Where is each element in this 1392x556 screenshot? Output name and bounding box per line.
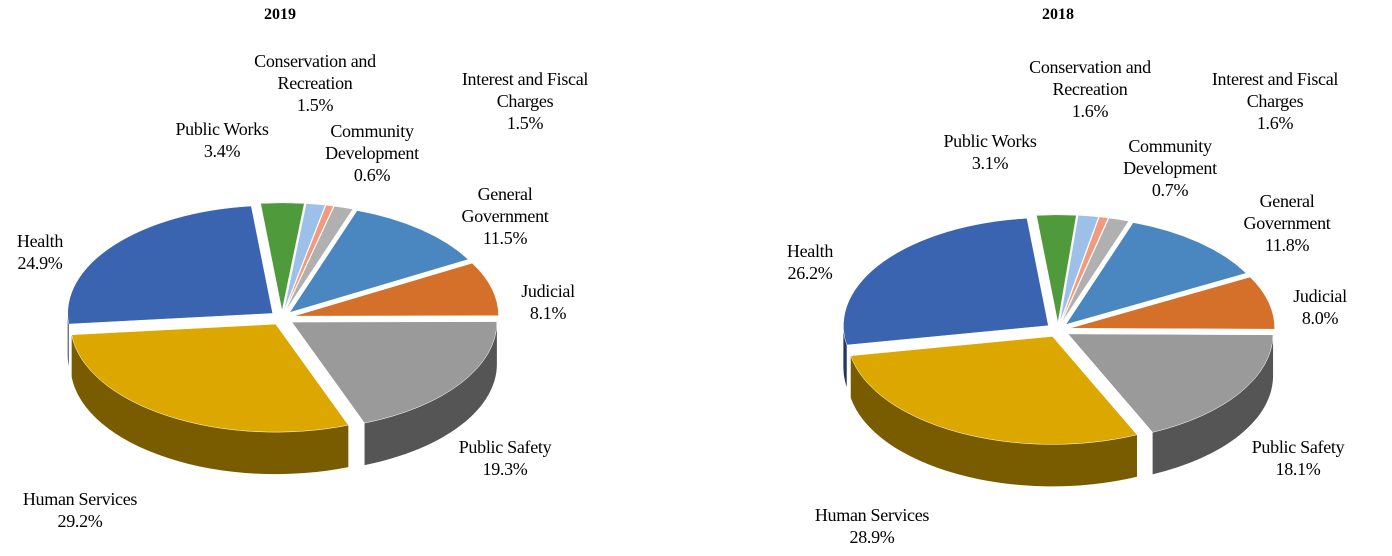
category-name: Public Works <box>175 119 269 139</box>
slice <box>289 210 469 313</box>
slice <box>1061 217 1130 324</box>
slice <box>1036 214 1077 323</box>
value-label: 1.6% <box>1256 113 1294 133</box>
slice <box>1069 276 1275 330</box>
value-label: 29.2% <box>57 511 103 531</box>
chart-title: 2018 <box>1042 6 1074 23</box>
value-label: 1.5% <box>506 113 544 133</box>
category-name: General Government <box>461 184 549 226</box>
value-label: 19.3% <box>482 459 528 479</box>
slice-label: Interest and Fiscal Charges 1.6% <box>1195 68 1355 134</box>
category-name: Health <box>16 231 64 251</box>
category-name: Public Works <box>943 131 1037 151</box>
slice-label: General Government 11.8% <box>1227 190 1347 256</box>
slice-label: Conservation and Recreation 1.6% <box>1015 56 1165 122</box>
slice <box>67 205 273 325</box>
slice-side <box>67 313 69 367</box>
slice <box>1059 215 1099 323</box>
slice-side <box>850 355 1137 487</box>
slice-label: Health 26.2% <box>770 240 850 284</box>
category-name: Judicial <box>521 281 575 301</box>
slice-label: Public Safety 19.3% <box>430 436 580 480</box>
category-name: Public Safety <box>458 437 552 457</box>
slice <box>1060 216 1109 324</box>
slice-side <box>71 334 349 475</box>
chart-title: 2019 <box>264 6 296 23</box>
category-name: Human Services <box>22 489 138 509</box>
slice-side <box>1152 334 1274 475</box>
slice <box>260 202 305 311</box>
slice-side <box>364 322 497 466</box>
category-name: Interest and Fiscal Charges <box>461 69 589 111</box>
category-name: Community Development <box>325 121 419 163</box>
category-name: Judicial <box>1293 286 1347 306</box>
slice-label: General Government 11.5% <box>445 183 565 249</box>
slice-label: Health 24.9% <box>0 230 80 274</box>
value-label: 1.6% <box>1071 101 1109 121</box>
category-name: Human Services <box>814 505 930 525</box>
slice-label: Community Development 0.7% <box>1110 135 1230 201</box>
slice <box>284 204 334 312</box>
slice <box>1065 222 1247 325</box>
slice-label: Judicial 8.0% <box>1280 285 1360 329</box>
value-label: 0.6% <box>353 165 391 185</box>
category-name: Conservation and Recreation <box>254 51 376 93</box>
category-name: Health <box>786 241 834 261</box>
value-label: 8.0% <box>1301 308 1339 328</box>
slice-side <box>843 325 847 388</box>
slice <box>850 336 1138 445</box>
value-label: 1.5% <box>296 95 334 115</box>
value-label: 18.1% <box>1275 459 1321 479</box>
slice <box>293 262 499 317</box>
value-label: 26.2% <box>787 263 833 283</box>
slice <box>1067 333 1274 433</box>
value-label: 24.9% <box>17 253 63 273</box>
category-name: General Government <box>1243 191 1331 233</box>
slice-label: Community Development 0.6% <box>312 120 432 186</box>
slice-label: Interest and Fiscal Charges 1.5% <box>445 68 605 134</box>
slice <box>843 218 1049 346</box>
category-name: Public Safety <box>1251 437 1345 457</box>
slice-label: Human Services 29.2% <box>0 488 160 532</box>
slice-label: Conservation and Recreation 1.5% <box>240 50 390 116</box>
slice-label: Judicial 8.1% <box>508 280 588 324</box>
slice-label: Human Services 28.9% <box>792 504 952 548</box>
slice <box>283 203 326 311</box>
value-label: 11.8% <box>1264 235 1310 255</box>
value-label: 3.1% <box>971 153 1009 173</box>
category-name: Interest and Fiscal Charges <box>1211 69 1339 111</box>
slice <box>285 205 354 312</box>
slice-label: Public Works 3.4% <box>162 118 282 162</box>
category-name: Community Development <box>1123 136 1217 178</box>
value-label: 0.7% <box>1151 180 1189 200</box>
value-label: 28.9% <box>849 527 895 547</box>
slice <box>71 323 349 433</box>
slice <box>291 321 498 424</box>
category-name: Conservation and Recreation <box>1029 57 1151 99</box>
value-label: 8.1% <box>529 303 567 323</box>
value-label: 11.5% <box>482 228 528 248</box>
value-label: 3.4% <box>203 141 241 161</box>
slice-label: Public Safety 18.1% <box>1223 436 1373 480</box>
slice-label: Public Works 3.1% <box>930 130 1050 174</box>
